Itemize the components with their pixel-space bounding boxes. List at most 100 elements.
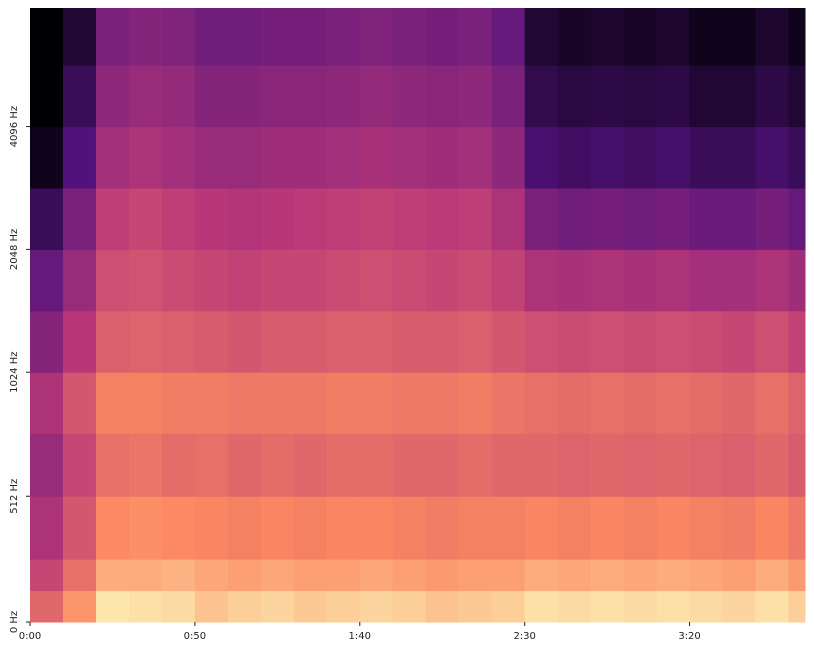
spectrogram-cell <box>161 310 196 373</box>
spectrogram-cell <box>689 8 724 66</box>
spectrogram-cell <box>722 590 757 623</box>
spectrogram-cell <box>458 249 493 312</box>
spectrogram-cell <box>524 590 559 623</box>
spectrogram-cell <box>95 8 130 66</box>
spectrogram-cell <box>788 310 806 373</box>
spectrogram-cell <box>392 433 427 497</box>
spectrogram-cell <box>30 372 64 434</box>
spectrogram-cell <box>425 8 460 66</box>
y-tick-label: 1024 Hz <box>9 351 20 392</box>
spectrogram-cell <box>293 8 328 66</box>
spectrogram-cell <box>161 188 196 250</box>
spectrogram-cell <box>458 65 493 128</box>
spectrogram-cell <box>128 310 163 373</box>
y-tick-label: 512 Hz <box>9 479 20 514</box>
spectrogram-cell <box>590 188 625 250</box>
spectrogram-cell <box>293 188 328 250</box>
spectrogram-cell <box>590 8 625 66</box>
spectrogram-cell <box>62 433 97 497</box>
spectrogram-cell <box>30 65 64 128</box>
spectrogram-cell <box>722 433 757 497</box>
spectrogram-cell <box>623 372 658 434</box>
spectrogram-cell <box>425 249 460 312</box>
spectrogram-cell <box>623 433 658 497</box>
spectrogram-cell <box>557 8 592 66</box>
spectrogram-cell <box>656 559 691 592</box>
spectrogram-cell <box>227 590 262 623</box>
spectrogram-cell <box>227 188 262 250</box>
spectrogram-cell <box>524 496 559 560</box>
spectrogram-cell <box>293 65 328 128</box>
spectrogram-cell <box>30 249 64 312</box>
spectrogram-cell <box>656 372 691 434</box>
spectrogram-cell <box>128 126 163 189</box>
spectrogram-cell <box>557 372 592 434</box>
spectrogram-cell <box>590 126 625 189</box>
spectrogram-cell <box>755 433 790 497</box>
spectrogram-cell <box>227 372 262 434</box>
spectrogram-cell <box>722 559 757 592</box>
spectrogram-cell <box>326 188 361 250</box>
spectrogram-cell <box>524 433 559 497</box>
spectrogram-cell <box>326 126 361 189</box>
spectrogram-cell <box>458 188 493 250</box>
spectrogram-cell <box>524 8 559 66</box>
spectrogram-cell <box>491 496 526 560</box>
spectrogram-cell <box>590 433 625 497</box>
spectrogram-cell <box>62 188 97 250</box>
spectrogram-cell <box>326 310 361 373</box>
spectrogram-cell <box>755 188 790 250</box>
spectrogram-cell <box>359 433 394 497</box>
spectrogram-cell <box>425 496 460 560</box>
spectrogram-cell <box>326 496 361 560</box>
spectrogram-cell <box>425 559 460 592</box>
spectrogram-cell <box>30 590 64 623</box>
spectrogram-cell <box>95 310 130 373</box>
spectrogram-cell <box>656 126 691 189</box>
spectrogram-cell <box>392 559 427 592</box>
spectrogram-cell <box>30 188 64 250</box>
spectrogram-cell <box>62 496 97 560</box>
spectrogram-cell <box>326 65 361 128</box>
spectrogram-cell <box>491 249 526 312</box>
spectrogram-cell <box>128 249 163 312</box>
spectrogram-cell <box>359 126 394 189</box>
spectrogram-cell <box>458 559 493 592</box>
spectrogram-cell <box>194 496 229 560</box>
y-tick-label: 2048 Hz <box>9 229 20 270</box>
spectrogram-cell <box>227 559 262 592</box>
spectrogram-cell <box>524 249 559 312</box>
spectrogram-cell <box>755 65 790 128</box>
spectrogram-cell <box>755 126 790 189</box>
x-tick-label: 3:20 <box>678 631 700 642</box>
spectrogram-cell <box>722 310 757 373</box>
spectrogram-cell <box>293 496 328 560</box>
spectrogram-cell <box>95 433 130 497</box>
spectrogram-cell <box>194 559 229 592</box>
spectrogram-cell <box>788 372 806 434</box>
spectrogram-cell <box>62 249 97 312</box>
spectrogram-cell <box>722 126 757 189</box>
spectrogram-cell <box>755 8 790 66</box>
spectrogram-cell <box>491 65 526 128</box>
spectrogram-cell <box>623 590 658 623</box>
spectrogram-cell <box>194 372 229 434</box>
spectrogram-cell <box>392 249 427 312</box>
spectrogram-cell <box>491 188 526 250</box>
spectrogram-cell <box>557 65 592 128</box>
spectrogram-cell <box>128 496 163 560</box>
spectrogram-cell <box>359 249 394 312</box>
spectrogram-cell <box>62 559 97 592</box>
spectrogram-cell <box>293 372 328 434</box>
spectrogram-cell <box>326 372 361 434</box>
spectrogram-cell <box>689 433 724 497</box>
spectrogram-cell <box>755 249 790 312</box>
spectrogram-cell <box>293 590 328 623</box>
spectrogram-cell <box>557 590 592 623</box>
spectrogram-cell <box>392 8 427 66</box>
spectrogram-cell <box>458 590 493 623</box>
spectrogram-cell <box>557 188 592 250</box>
spectrogram-cell <box>689 65 724 128</box>
spectrogram-cell <box>590 65 625 128</box>
